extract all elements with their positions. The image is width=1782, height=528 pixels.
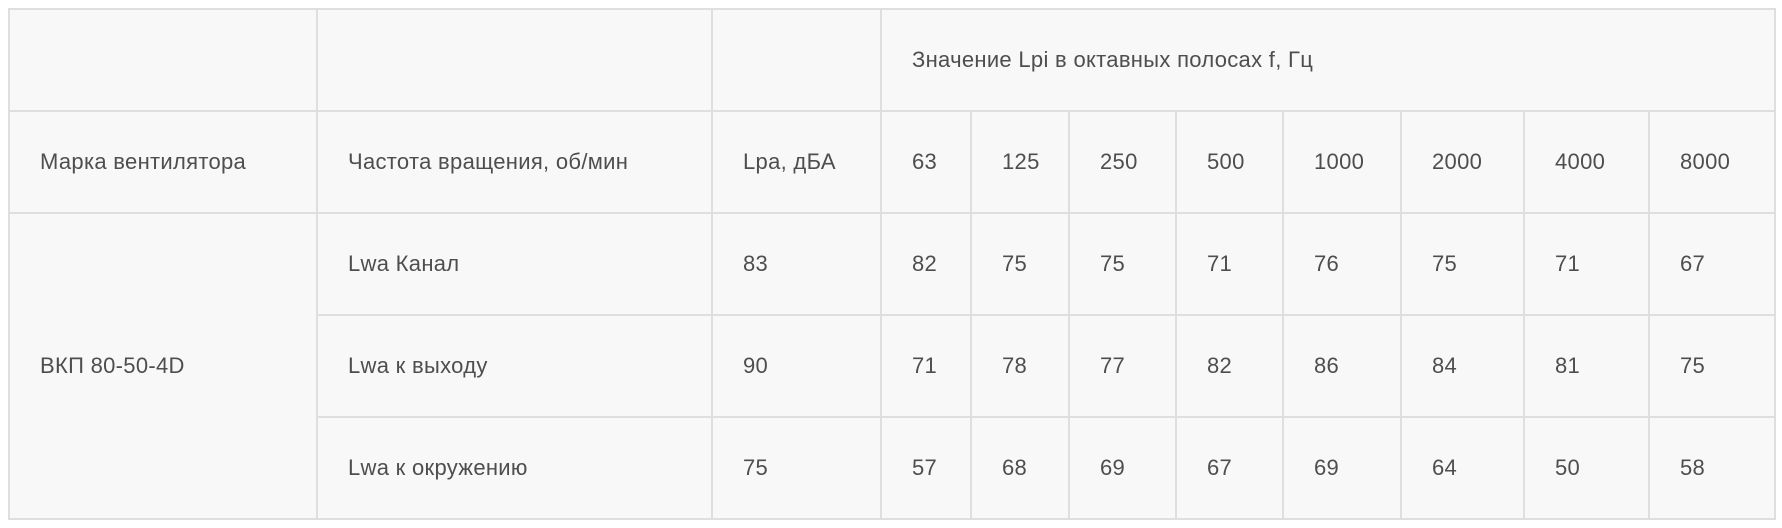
octave-value-8000: 75 [1647, 314, 1777, 418]
octave-value-1000: 69 [1282, 416, 1402, 520]
octave-value-4000: 81 [1523, 314, 1650, 418]
octave-value-2000: 64 [1400, 416, 1525, 520]
empty-cell-lpa [711, 8, 882, 112]
octave-value-4000: 71 [1523, 212, 1650, 316]
octave-value-2000: 75 [1400, 212, 1525, 316]
fan-noise-spec-table: Значение Lpi в октавных полосах f, Гц Ма… [8, 8, 1777, 520]
empty-cell-fan-model [8, 8, 318, 112]
octave-value-4000: 50 [1523, 416, 1650, 520]
col-header-freq-250: 250 [1068, 110, 1177, 214]
table-row-lwa-kanal: ВКП 80-50-4D Lwa Канал 83 82 75 75 71 76… [8, 212, 1777, 520]
octave-bands-header: Значение Lpi в октавных полосах f, Гц [879, 8, 1777, 112]
row-label: Lwa к выходу [316, 314, 713, 418]
octave-value-63: 57 [880, 416, 972, 520]
table-row-lwa-vykhod: Lwa к выходу 90 71 78 77 82 86 84 81 75 [9, 314, 1777, 418]
octave-value-125: 78 [970, 314, 1070, 418]
octave-value-500: 67 [1175, 416, 1284, 520]
octave-value-8000: 67 [1647, 212, 1777, 316]
octave-value-8000: 58 [1647, 416, 1777, 520]
lpa-value: 75 [711, 416, 882, 520]
fan-model-cell: ВКП 80-50-4D [8, 212, 318, 520]
octave-value-250: 77 [1068, 314, 1177, 418]
col-header-freq-500: 500 [1175, 110, 1284, 214]
col-header-lpa: Lpa, дБА [711, 110, 882, 214]
row-label: Lwa к окружению [316, 416, 713, 520]
octave-value-500: 82 [1175, 314, 1284, 418]
octave-value-2000: 84 [1400, 314, 1525, 418]
col-header-freq-125: 125 [970, 110, 1070, 214]
col-header-rotation-speed: Частота вращения, об/мин [316, 110, 713, 214]
octave-value-63: 82 [880, 212, 972, 316]
octave-value-1000: 86 [1282, 314, 1402, 418]
octave-value-250: 69 [1068, 416, 1177, 520]
empty-cell-rotation-speed [316, 8, 713, 112]
octave-value-1000: 76 [1282, 212, 1402, 316]
octave-value-63: 71 [880, 314, 972, 418]
octave-value-500: 71 [1175, 212, 1284, 316]
lpa-value: 90 [711, 314, 882, 418]
col-header-freq-63: 63 [880, 110, 972, 214]
octave-value-250: 75 [1068, 212, 1177, 316]
octave-header-row: Значение Lpi в октавных полосах f, Гц [8, 8, 1777, 112]
octave-value-125: 75 [970, 212, 1070, 316]
column-header-row: Марка вентилятора Частота вращения, об/м… [8, 110, 1777, 214]
row-label: Lwa Канал [316, 212, 713, 316]
table-row-lwa-okruzhenie: Lwa к окружению 75 57 68 69 67 69 64 50 … [9, 416, 1777, 520]
col-header-fan-model: Марка вентилятора [8, 110, 318, 214]
col-header-freq-4000: 4000 [1523, 110, 1650, 214]
col-header-freq-1000: 1000 [1282, 110, 1402, 214]
lpa-value: 83 [711, 212, 882, 316]
col-header-freq-2000: 2000 [1400, 110, 1525, 214]
octave-value-125: 68 [970, 416, 1070, 520]
col-header-freq-8000: 8000 [1647, 110, 1777, 214]
